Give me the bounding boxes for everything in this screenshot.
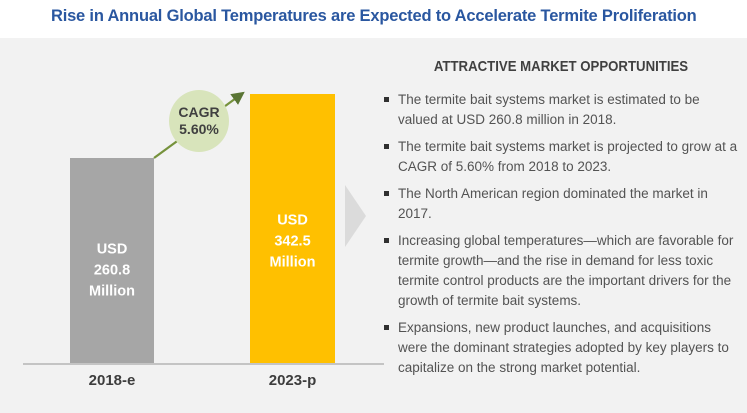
bullet-text: Expansions, new product launches, and ac… [398, 320, 729, 375]
bullet-square-icon [384, 97, 389, 102]
opportunities-heading: ATTRACTIVE MARKET OPPORTUNITIES [433, 58, 689, 75]
x-axis-label-2023: 2023-p [268, 372, 317, 389]
bar-2018: USD 260.8 Million [70, 158, 154, 363]
bullet-square-icon [384, 144, 389, 149]
bullet-list: The termite bait systems market is estim… [383, 90, 739, 378]
bullet-item: Increasing global temperatures—which are… [383, 231, 739, 311]
bullet-text: The termite bait systems market is estim… [398, 92, 700, 127]
bullet-item: Expansions, new product launches, and ac… [383, 318, 739, 378]
bar-2023: USD 342.5 Million [250, 94, 335, 363]
page-title: Rise in Annual Global Temperatures are E… [50, 6, 697, 25]
bullet-item: The North American region dominated the … [383, 184, 739, 224]
bullet-square-icon [384, 191, 389, 196]
bar-value-label: USD 342.5 Million [269, 212, 316, 271]
bullet-text: Increasing global temperatures—which are… [398, 233, 734, 308]
x-axis-label-2018: 2018-e [88, 372, 136, 389]
cagr-value: 5.60% [179, 121, 219, 137]
bullet-text: The North American region dominated the … [398, 186, 708, 221]
chevron-right-icon [345, 185, 366, 247]
title-bar: Rise in Annual Global Temperatures are E… [0, 0, 747, 38]
bullet-text: The termite bait systems market is proje… [398, 139, 738, 174]
opportunities-panel: ATTRACTIVE MARKET OPPORTUNITIES The term… [383, 58, 739, 385]
cagr-bubble: CAGR 5.60% [169, 90, 229, 152]
bullet-item: The termite bait systems market is estim… [383, 90, 739, 130]
cagr-label: CAGR [178, 104, 220, 120]
content-area: USD 260.8 Million USD 342.5 Million 2018… [0, 38, 747, 413]
bullet-square-icon [384, 325, 389, 330]
bullet-square-icon [384, 238, 389, 243]
axis-baseline [23, 363, 384, 365]
bullet-item: The termite bait systems market is proje… [383, 137, 739, 177]
bar-value-label: USD 260.8 Million [89, 241, 135, 300]
